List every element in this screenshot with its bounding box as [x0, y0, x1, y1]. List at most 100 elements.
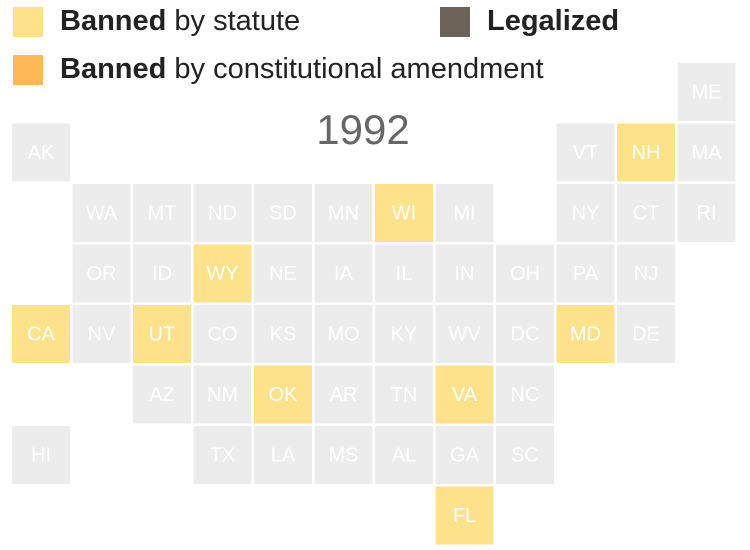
- state-tile: [133, 365, 191, 424]
- legend-swatch: [13, 55, 43, 85]
- state-tile: [254, 244, 312, 303]
- state-label: CT: [633, 202, 660, 224]
- state-label: NJ: [634, 263, 658, 285]
- legend-swatch: [13, 7, 43, 37]
- state-tile: [133, 305, 191, 363]
- state-label: VA: [452, 384, 478, 406]
- state-label: AL: [392, 444, 416, 466]
- state-tile: [496, 305, 554, 363]
- state-label: MA: [692, 142, 723, 164]
- state-label: DC: [511, 323, 540, 345]
- state-label: CA: [27, 323, 55, 345]
- state-tile: [72, 184, 131, 242]
- state-tile: [193, 244, 252, 303]
- legend-swatch: [440, 7, 470, 37]
- state-tile: [617, 305, 675, 363]
- state-tile: [556, 244, 615, 303]
- state-tile: [193, 184, 252, 242]
- state-tile: [435, 305, 494, 363]
- state-tile: [677, 63, 736, 121]
- state-label: SC: [511, 444, 539, 466]
- state-tile: [556, 305, 615, 363]
- state-label: WV: [448, 323, 481, 345]
- legend-text: by constitutional amendment: [166, 53, 543, 85]
- state-tile: [677, 123, 736, 182]
- state-label: DE: [632, 323, 660, 345]
- state-label: SD: [269, 202, 297, 224]
- state-tile: [375, 426, 433, 484]
- state-tile: [12, 123, 70, 182]
- legend-bold: Banned: [60, 5, 166, 37]
- legend-label: Legalized: [487, 5, 619, 37]
- state-tile: [314, 305, 373, 363]
- state-label: IL: [396, 263, 413, 285]
- state-tile: [72, 244, 131, 303]
- state-tile: [556, 184, 615, 242]
- year: 1992: [316, 106, 409, 153]
- state-tile: [496, 244, 554, 303]
- state-tile: [254, 184, 312, 242]
- state-label: NH: [632, 142, 661, 164]
- state-label: TN: [391, 384, 418, 406]
- state-label: MT: [148, 202, 177, 224]
- state-tile: [254, 365, 312, 424]
- state-label: OK: [269, 384, 299, 406]
- state-tile: [375, 305, 433, 363]
- state-label: MN: [328, 202, 359, 224]
- state-label: IA: [334, 263, 354, 285]
- state-tile: [617, 123, 675, 182]
- state-label: MD: [570, 323, 601, 345]
- state-label: KS: [270, 323, 297, 345]
- state-label: NM: [207, 384, 238, 406]
- state-tile: [193, 426, 252, 484]
- state-label: RI: [697, 202, 717, 224]
- state-label: CO: [208, 323, 238, 345]
- state-label: ID: [152, 263, 172, 285]
- state-label: GA: [450, 444, 480, 466]
- state-tile: [133, 244, 191, 303]
- state-tile: [72, 305, 131, 363]
- legend-text: by statute: [166, 5, 300, 37]
- state-tile: [375, 365, 433, 424]
- state-tile: [314, 244, 373, 303]
- state-tile: [677, 184, 736, 242]
- state-label: OH: [510, 263, 540, 285]
- state-tile: [617, 184, 675, 242]
- state-label: MO: [327, 323, 359, 345]
- state-tile: [12, 426, 70, 484]
- state-label: MS: [329, 444, 359, 466]
- state-label: NE: [269, 263, 297, 285]
- state-tile: [375, 184, 433, 242]
- state-tile: [314, 365, 373, 424]
- state-tile: [133, 184, 191, 242]
- state-tile: [314, 184, 373, 242]
- state-tile: [435, 184, 494, 242]
- state-label: NC: [511, 384, 540, 406]
- legend-label: Banned by constitutional amendment: [60, 53, 544, 85]
- state-tile: [254, 305, 312, 363]
- legend-bold: Legalized: [487, 5, 619, 37]
- state-label: NY: [572, 202, 600, 224]
- state-tile: [617, 244, 675, 303]
- state-label: NV: [88, 323, 116, 345]
- state-label: VT: [573, 142, 599, 164]
- state-label: AK: [28, 142, 55, 164]
- state-label: FL: [453, 505, 476, 527]
- state-label: PA: [573, 263, 599, 285]
- state-tile: [314, 426, 373, 484]
- legend-label: Banned by statute: [60, 5, 300, 37]
- state-tile: [193, 365, 252, 424]
- state-label: IN: [455, 263, 475, 285]
- state-tile: [435, 426, 494, 484]
- state-tile: [556, 123, 615, 182]
- state-label: WA: [86, 202, 118, 224]
- state-tile: [496, 426, 554, 484]
- state-label: KY: [391, 323, 418, 345]
- state-tile: [496, 365, 554, 424]
- state-tile: [12, 305, 70, 363]
- state-label: HI: [31, 444, 51, 466]
- state-tile: [375, 244, 433, 303]
- state-tile: [435, 244, 494, 303]
- state-label: AR: [330, 384, 358, 406]
